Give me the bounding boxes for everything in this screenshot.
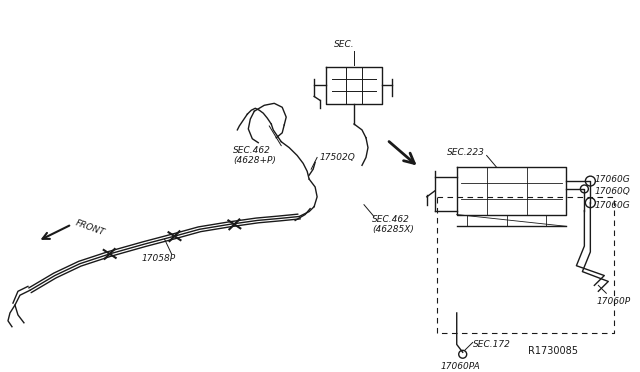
- Text: R1730085: R1730085: [529, 346, 579, 356]
- Text: SEC.: SEC.: [333, 40, 355, 49]
- Text: FRONT: FRONT: [74, 218, 106, 237]
- Text: SEC.172: SEC.172: [473, 340, 511, 349]
- Text: 17502Q: 17502Q: [319, 153, 355, 161]
- Text: 17060P: 17060P: [596, 297, 630, 306]
- Text: 17060PA: 17060PA: [441, 362, 481, 371]
- Text: SEC.223: SEC.223: [447, 148, 484, 157]
- Text: 17058P: 17058P: [141, 254, 176, 263]
- Text: SEC.462
(46285X): SEC.462 (46285X): [372, 215, 414, 234]
- Text: 17060G: 17060G: [595, 175, 630, 184]
- Text: SEC.462
(4628+P): SEC.462 (4628+P): [234, 146, 276, 165]
- Text: 17060Q: 17060Q: [595, 187, 630, 196]
- Text: 17060G: 17060G: [595, 201, 630, 210]
